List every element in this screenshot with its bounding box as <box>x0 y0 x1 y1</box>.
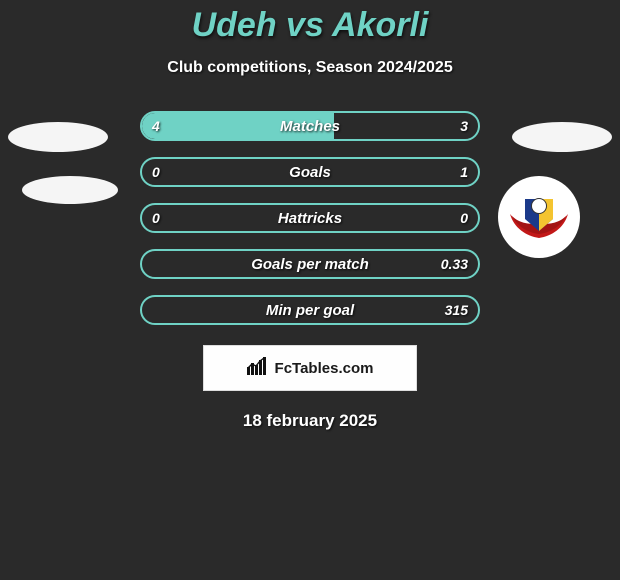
stat-right-value: 1 <box>460 159 468 185</box>
stat-right-value: 0.33 <box>441 251 468 277</box>
date-text: 18 february 2025 <box>0 411 620 431</box>
stat-row: Min per goal315 <box>140 295 480 325</box>
subtitle: Club competitions, Season 2024/2025 <box>0 59 620 77</box>
player2-club-crest <box>498 176 580 258</box>
stat-right-value: 0 <box>460 205 468 231</box>
stat-right-value: 315 <box>445 297 468 323</box>
stat-row: 0Goals1 <box>140 157 480 187</box>
player2-badge-top <box>512 122 612 152</box>
player1-badge-top <box>8 122 108 152</box>
stat-label: Goals <box>142 159 478 185</box>
crest-icon <box>508 186 570 248</box>
stat-label: Goals per match <box>142 251 478 277</box>
stat-right-value: 3 <box>460 113 468 139</box>
stat-label: Hattricks <box>142 205 478 231</box>
stat-label: Min per goal <box>142 297 478 323</box>
stat-label: Matches <box>142 113 478 139</box>
brand-text: FcTables.com <box>275 360 374 377</box>
player1-badge-bottom <box>22 176 118 204</box>
stat-row: 0Hattricks0 <box>140 203 480 233</box>
brand-bars-icon <box>247 357 269 380</box>
stat-row: 4Matches3 <box>140 111 480 141</box>
stat-row: Goals per match0.33 <box>140 249 480 279</box>
brand-footer: FcTables.com <box>203 345 417 391</box>
page-title: Udeh vs Akorli <box>0 6 620 45</box>
